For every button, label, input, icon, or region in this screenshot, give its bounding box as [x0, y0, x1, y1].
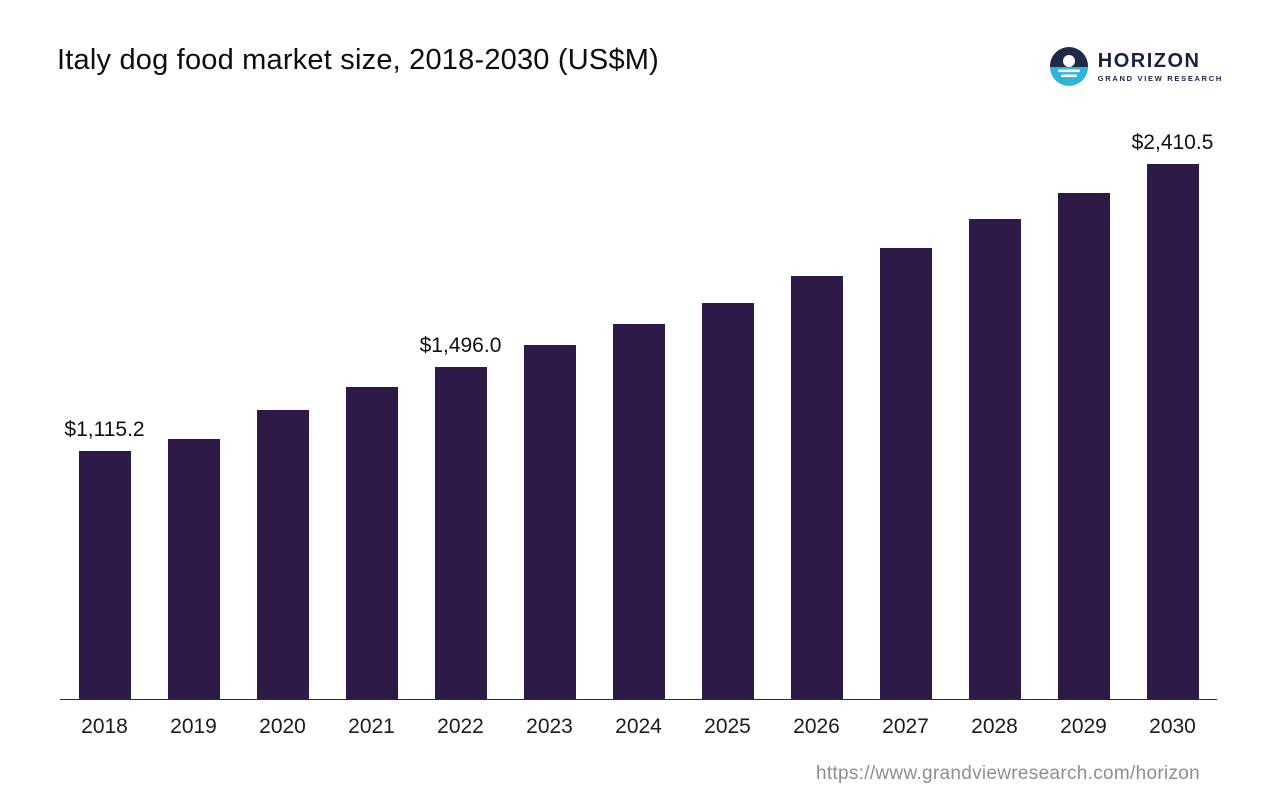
- x-tick-2027: 2027: [882, 715, 929, 738]
- bar-column-2024: [594, 290, 683, 699]
- horizon-logo: HORIZON GRAND VIEW RESEARCH: [1049, 46, 1223, 86]
- bar-2025: [701, 303, 754, 699]
- logo-name: HORIZON: [1097, 49, 1201, 72]
- bar-column-2022: $1,496.0: [416, 333, 505, 699]
- x-tick-2019: 2019: [170, 715, 217, 738]
- bar-column-2030: $2,410.5: [1128, 130, 1217, 699]
- bar-2021: [345, 387, 398, 699]
- bar-2028: [968, 219, 1021, 699]
- bar-column-2019: [149, 405, 238, 699]
- x-tick-2029: 2029: [1060, 715, 1107, 738]
- bar-value-label-2030: $2,410.5: [1131, 131, 1214, 154]
- logo-subtitle: GRAND VIEW RESEARCH: [1097, 73, 1223, 83]
- header: Italy dog food market size, 2018-2030 (U…: [57, 44, 1223, 86]
- horizon-logo-text: HORIZON GRAND VIEW RESEARCH: [1098, 50, 1223, 83]
- bar-2019: [167, 439, 220, 699]
- bar-column-2018: $1,115.2: [60, 417, 149, 699]
- bar-value-label-2018: $1,115.2: [64, 418, 145, 441]
- bar-column-2021: [327, 353, 416, 699]
- x-tick-2025: 2025: [704, 715, 751, 738]
- x-tick-2020: 2020: [259, 715, 306, 738]
- bar-column-2027: [861, 214, 950, 699]
- x-tick-2024: 2024: [615, 715, 662, 738]
- bar-column-2023: [505, 311, 594, 699]
- bar-chart: $1,115.2 $1,496.0 $2,410.5 2018 2019 2020 202…: [60, 130, 1217, 739]
- bar-column-2025: [683, 269, 772, 699]
- bar-2030: [1146, 164, 1199, 699]
- x-tick-2023: 2023: [526, 715, 573, 738]
- x-tick-2028: 2028: [971, 715, 1018, 738]
- x-tick-2030: 2030: [1149, 715, 1196, 738]
- x-axis-labels: 2018 2019 2020 2021 2022 2023 2024 2025 2026 2027…: [60, 700, 1217, 739]
- bar-2023: [523, 345, 576, 699]
- chart-title: Italy dog food market size, 2018-2030 (U…: [57, 44, 659, 76]
- bar-2018: [78, 451, 131, 699]
- x-tick-2021: 2021: [348, 715, 395, 738]
- bar-value-label-2022: $1,496.0: [419, 334, 502, 357]
- bar-2022: [434, 367, 487, 699]
- bar-column-2028: [950, 185, 1039, 699]
- plot-area: $1,115.2 $1,496.0 $2,410.5: [60, 130, 1217, 700]
- x-tick-2018: 2018: [81, 715, 128, 738]
- bar-column-2029: [1039, 159, 1128, 699]
- horizon-logo-icon: [1049, 47, 1088, 86]
- bar-column-2026: [772, 242, 861, 699]
- bar-2029: [1057, 193, 1110, 699]
- x-tick-2026: 2026: [793, 715, 840, 738]
- bar-2027: [879, 248, 932, 699]
- bar-2026: [790, 276, 843, 699]
- source-url: https://www.grandviewresearch.com/horizo…: [815, 763, 1200, 784]
- x-tick-2022: 2022: [437, 715, 484, 738]
- bar-column-2020: [238, 376, 327, 699]
- bar-2024: [612, 324, 665, 699]
- bar-2020: [256, 410, 309, 699]
